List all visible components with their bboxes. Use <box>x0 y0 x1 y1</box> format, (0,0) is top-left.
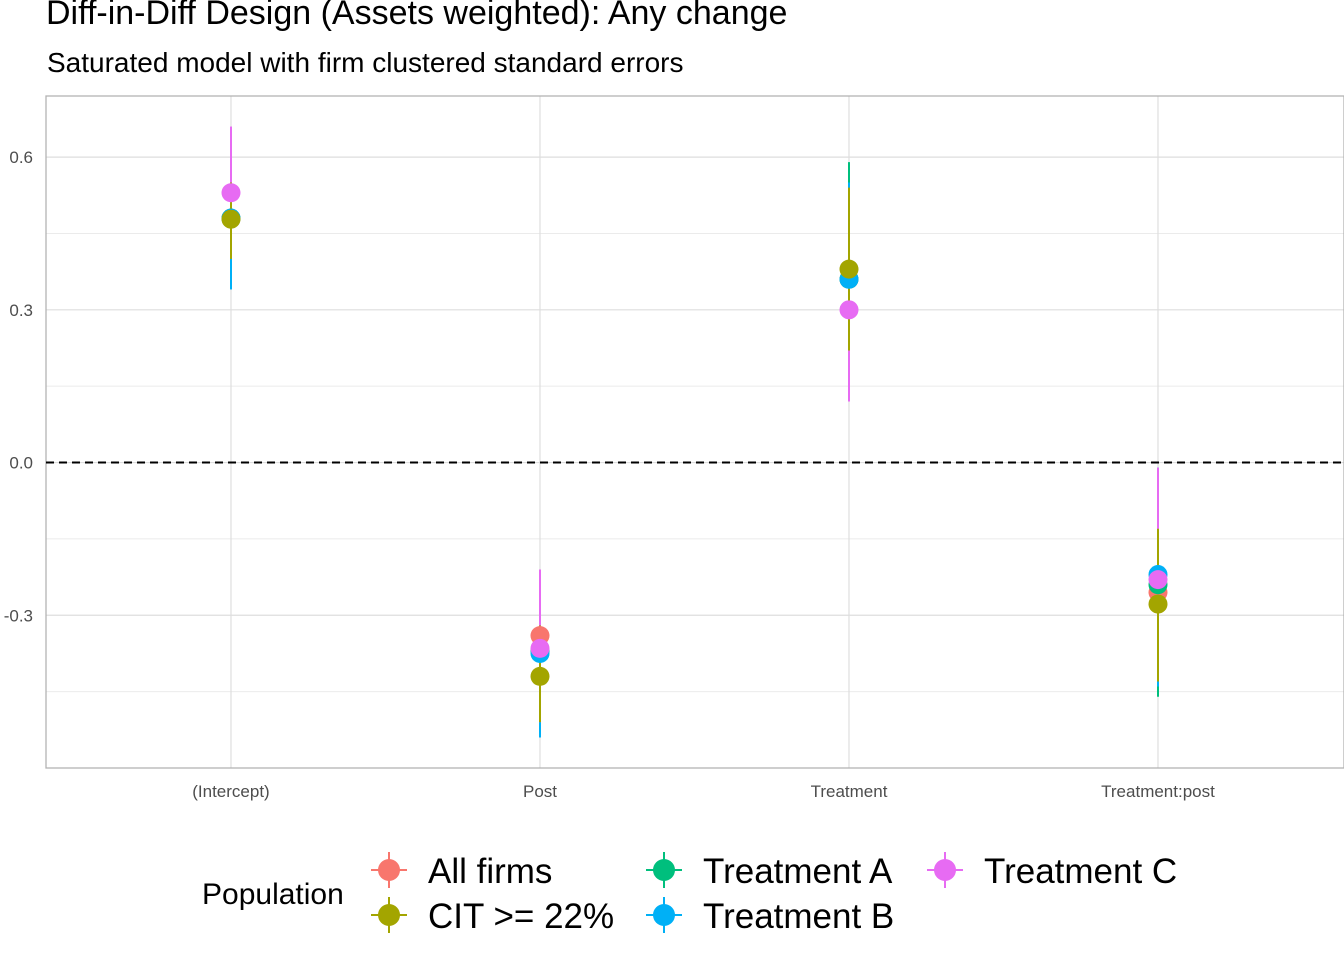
point-treatment-c <box>839 300 859 320</box>
point-cit-22 <box>530 666 550 686</box>
legend-key-point-all-firms <box>378 859 400 881</box>
legend-label-treatment-c: Treatment C <box>984 852 1177 891</box>
legend-key-point-treatment-a <box>653 859 675 881</box>
x-tick-label: Post <box>523 782 557 801</box>
legend-key-point-cit-22 <box>378 904 400 926</box>
point-cit-22 <box>1148 594 1168 614</box>
legend-key-point-treatment-b <box>653 904 675 926</box>
panel-border <box>45 95 1344 769</box>
y-tick-label: -0.3 <box>4 606 33 625</box>
y-tick-label: 0.6 <box>9 148 33 167</box>
x-tick-label: (Intercept) <box>192 782 269 801</box>
y-tick-label: 0.0 <box>9 454 33 473</box>
y-tick-label: 0.3 <box>9 301 33 320</box>
chart-subtitle: Saturated model with firm clustered stan… <box>47 47 684 78</box>
point-treatment-c <box>530 638 550 658</box>
legend-key-point-treatment-c <box>934 859 956 881</box>
chart-title: Diff-in-Diff Design (Assets weighted): A… <box>46 0 788 32</box>
point-treatment-c <box>221 183 241 203</box>
legend-label-cit-22: CIT >= 22% <box>428 897 614 936</box>
point-cit-22 <box>839 259 859 279</box>
legend-label-treatment-a: Treatment A <box>703 852 893 891</box>
point-cit-22 <box>221 209 241 229</box>
x-tick-label: Treatment:post <box>1101 782 1215 801</box>
legend-title: Population <box>202 878 344 911</box>
legend-label-treatment-b: Treatment B <box>703 897 894 936</box>
x-tick-label: Treatment <box>811 782 888 801</box>
point-treatment-c <box>1148 570 1168 590</box>
legend-label-all-firms: All firms <box>428 852 552 891</box>
